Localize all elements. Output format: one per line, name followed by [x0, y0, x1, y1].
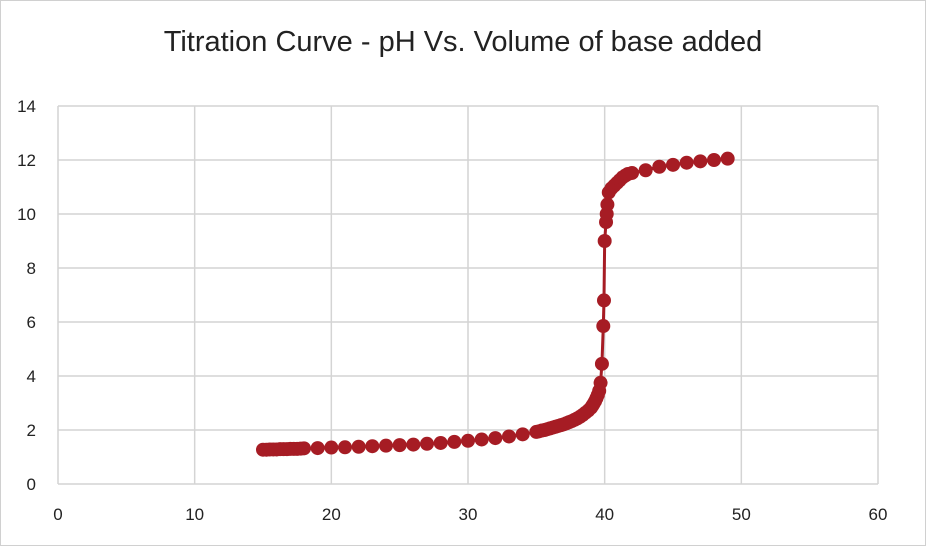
data-point	[324, 440, 339, 455]
chart-title: Titration Curve - pH Vs. Volume of base …	[163, 26, 763, 58]
data-point	[297, 441, 311, 456]
data-point	[502, 429, 516, 444]
x-tick-label: 20	[322, 505, 341, 524]
y-tick-label: 8	[27, 259, 36, 278]
series-line	[263, 157, 728, 452]
data-point	[600, 197, 615, 212]
data-point	[447, 434, 462, 449]
data-point	[474, 432, 489, 447]
y-tick-label: 4	[27, 367, 36, 386]
x-tick-label: 10	[185, 505, 204, 524]
x-tick-label: 40	[595, 505, 614, 524]
data-point	[392, 438, 407, 453]
data-point	[707, 153, 721, 167]
data-point	[433, 435, 448, 450]
data-point	[379, 438, 393, 453]
y-tick-label: 10	[17, 205, 36, 224]
x-tick-label: 30	[459, 505, 478, 524]
data-point	[365, 439, 380, 454]
x-tick-label: 60	[869, 505, 888, 524]
data-point	[310, 441, 325, 456]
data-point	[693, 154, 708, 169]
data-point	[420, 436, 434, 451]
y-tick-label: 2	[27, 421, 36, 440]
data-point	[720, 151, 735, 166]
y-tick-label: 14	[17, 97, 36, 116]
data-point	[351, 439, 366, 454]
data-point	[406, 437, 421, 452]
y-tick-label: 6	[27, 313, 36, 332]
data-point	[597, 234, 612, 248]
x-tick-label: 0	[53, 505, 62, 524]
data-point	[625, 165, 639, 180]
y-tick-label: 12	[17, 151, 36, 170]
data-point	[461, 433, 475, 448]
data-point	[679, 155, 694, 170]
data-point	[652, 159, 667, 174]
data-point	[666, 157, 680, 172]
data-point	[596, 293, 611, 308]
data-point	[488, 431, 503, 446]
x-tick-label: 50	[732, 505, 751, 524]
data-point	[593, 375, 608, 390]
data-point	[338, 440, 352, 455]
data-point	[638, 163, 653, 178]
y-tick-label: 0	[27, 475, 36, 494]
data-point	[596, 319, 611, 334]
data-point	[594, 356, 609, 371]
data-point	[515, 427, 530, 442]
